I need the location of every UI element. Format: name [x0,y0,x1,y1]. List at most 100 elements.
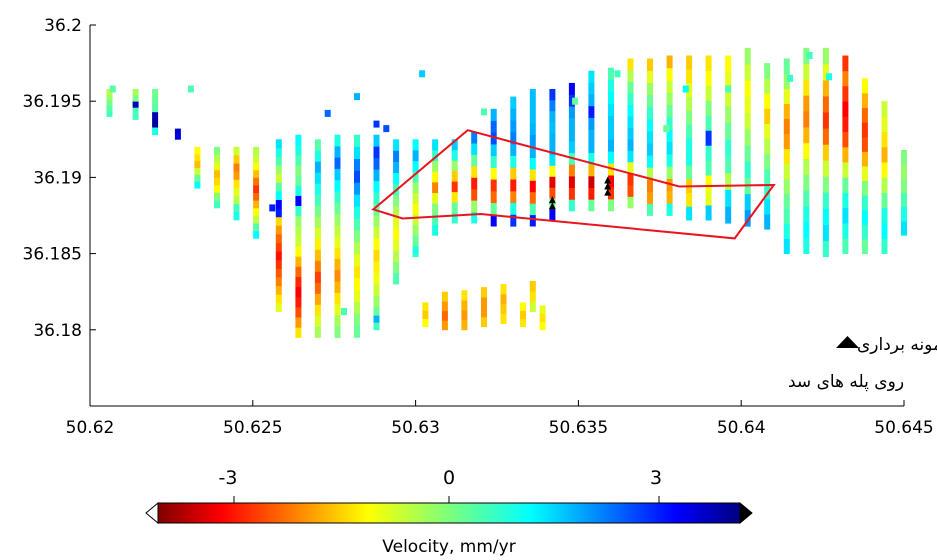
velocity-point [764,153,771,170]
velocity-point [314,271,321,283]
velocity-point [539,321,546,331]
velocity-point [106,94,113,101]
velocity-point [568,164,575,177]
velocity-point [647,82,653,96]
sample-point-marker [604,182,612,190]
velocity-point [373,180,380,193]
velocity-point [334,146,341,158]
velocity-point [744,161,751,178]
velocity-point [881,192,888,209]
velocity-point [725,89,732,107]
velocity-point [373,238,380,250]
velocity-point [627,173,634,186]
velocity-point [314,304,321,316]
velocity-point [588,129,595,142]
velocity-point [608,115,614,128]
velocity-point [275,259,282,269]
velocity-point [686,137,693,152]
y-tick-label: 36.185 [23,245,82,265]
velocity-point [510,96,517,109]
velocity-point [627,127,634,140]
velocity-point [334,236,341,248]
velocity-point [783,238,790,254]
velocity-point [354,325,360,338]
velocity-point [412,150,419,162]
velocity-point [471,154,478,167]
velocity-point [842,86,849,102]
velocity-point [822,176,829,193]
velocity-point [647,131,653,144]
velocity-point [608,151,614,164]
velocity-point [275,208,282,218]
velocity-point [295,185,302,196]
velocity-point [393,272,400,285]
velocity-point [341,308,347,315]
velocity-point [881,131,888,148]
velocity-point [803,190,810,207]
velocity-point [490,167,497,180]
velocity-point [842,55,849,72]
velocity-point [627,196,634,209]
velocity-point [666,203,673,216]
velocity-point [314,227,321,239]
velocity-point [471,166,478,178]
velocity-point [373,146,380,159]
velocity-point [529,281,536,292]
velocity-point [295,256,302,267]
velocity-point [314,260,321,272]
x-tick-label: 50.635 [549,418,608,438]
velocity-point [432,203,439,215]
velocity-point [295,225,302,237]
velocity-point [529,111,536,124]
velocity-point [393,195,400,207]
velocity-point [803,63,810,80]
velocity-point [647,191,653,204]
velocity-point [705,55,712,71]
velocity-point [627,150,634,163]
velocity-point [529,134,536,147]
velocity-point [686,55,693,70]
velocity-point [803,127,810,144]
velocity-point [725,72,732,90]
velocity-point [861,151,868,167]
velocity-point [627,184,634,197]
velocity-point [214,146,220,155]
velocity-point [529,89,536,101]
velocity-point [275,139,282,149]
velocity-point [471,211,478,224]
velocity-point [588,117,595,130]
velocity-point [373,157,380,170]
velocity-point [614,70,621,78]
x-tick-label: 50.625 [223,418,282,438]
velocity-point [647,70,653,84]
velocity-point [588,140,595,153]
velocity-point [500,294,507,305]
velocity-point [314,205,321,217]
velocity-point [783,193,790,209]
velocity-point [803,237,810,254]
velocity-point [881,146,888,163]
velocity-point [666,67,673,81]
velocity-point [826,73,833,81]
velocity-point [393,239,400,251]
velocity-point [295,236,302,247]
velocity-point [354,194,360,207]
velocity-point [334,168,341,181]
velocity-point [529,291,536,302]
velocity-point [194,153,201,162]
velocity-point [647,167,653,180]
velocity-point [666,166,673,179]
velocity-point [647,203,653,216]
velocity-point [461,290,468,301]
velocity-point [383,125,390,133]
velocity-point [783,208,790,224]
velocity-point [354,289,360,302]
velocity-point [549,121,556,134]
velocity-point [744,128,751,146]
velocity-point [842,70,849,87]
velocity-point [412,235,419,247]
velocity-point [744,193,751,211]
velocity-point [568,129,575,142]
velocity-point [275,242,282,252]
velocity-point [787,74,793,82]
